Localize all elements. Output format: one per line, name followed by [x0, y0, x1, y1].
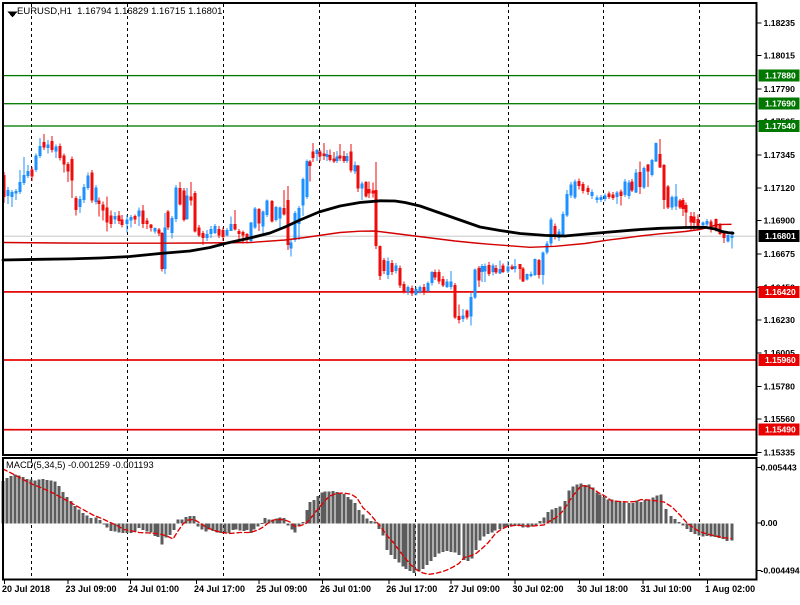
- svg-text:1.16801: 1.16801: [765, 231, 796, 241]
- svg-text:27 Jul 09:00: 27 Jul 09:00: [449, 584, 500, 594]
- svg-text:EURUSD,H1 1.16794 1.16829 1.1: EURUSD,H1 1.16794 1.16829 1.16715 1.1680…: [17, 6, 222, 17]
- svg-text:1.17540: 1.17540: [765, 121, 796, 131]
- svg-text:26 Jul 17:00: 26 Jul 17:00: [386, 584, 437, 594]
- svg-text:23 Jul 09:00: 23 Jul 09:00: [66, 584, 117, 594]
- svg-text:1.15960: 1.15960: [765, 355, 796, 365]
- svg-text:1.17880: 1.17880: [765, 71, 796, 81]
- svg-text:0.00: 0.00: [761, 518, 778, 528]
- svg-text:24 Jul 01:00: 24 Jul 01:00: [128, 584, 179, 594]
- svg-text:MACD(5,34,5) -0.001259 -0.0011: MACD(5,34,5) -0.001259 -0.001193: [6, 460, 154, 470]
- svg-text:1.17345: 1.17345: [764, 150, 796, 160]
- svg-text:1.17790: 1.17790: [764, 84, 796, 94]
- svg-text:1.18015: 1.18015: [764, 51, 796, 61]
- svg-text:1.18235: 1.18235: [764, 18, 796, 28]
- svg-text:1.16005: 1.16005: [764, 348, 796, 358]
- svg-text:1.15560: 1.15560: [764, 414, 796, 424]
- svg-text:1.16900: 1.16900: [764, 216, 796, 226]
- svg-text:25 Jul 09:00: 25 Jul 09:00: [256, 584, 307, 594]
- svg-text:1.17120: 1.17120: [764, 183, 796, 193]
- svg-text:31 Jul 10:00: 31 Jul 10:00: [641, 584, 692, 594]
- svg-text:26 Jul 01:00: 26 Jul 01:00: [320, 584, 371, 594]
- svg-text:1.15490: 1.15490: [765, 425, 796, 435]
- svg-text:1.16420: 1.16420: [765, 287, 796, 297]
- svg-text:1 Aug 02:00: 1 Aug 02:00: [705, 584, 755, 594]
- svg-text:1.15335: 1.15335: [764, 448, 796, 458]
- svg-text:1.16675: 1.16675: [764, 249, 796, 259]
- svg-text:1.17690: 1.17690: [765, 99, 796, 109]
- svg-text:30 Jul 18:00: 30 Jul 18:00: [577, 584, 628, 594]
- svg-text:30 Jul 02:00: 30 Jul 02:00: [513, 584, 564, 594]
- svg-text:24 Jul 17:00: 24 Jul 17:00: [194, 584, 245, 594]
- svg-text:-0.004494: -0.004494: [761, 566, 800, 576]
- svg-text:0.005443: 0.005443: [761, 462, 797, 472]
- svg-text:1.16230: 1.16230: [764, 315, 796, 325]
- svg-text:1.15780: 1.15780: [764, 382, 796, 392]
- svg-text:20 Jul 2018: 20 Jul 2018: [2, 584, 50, 594]
